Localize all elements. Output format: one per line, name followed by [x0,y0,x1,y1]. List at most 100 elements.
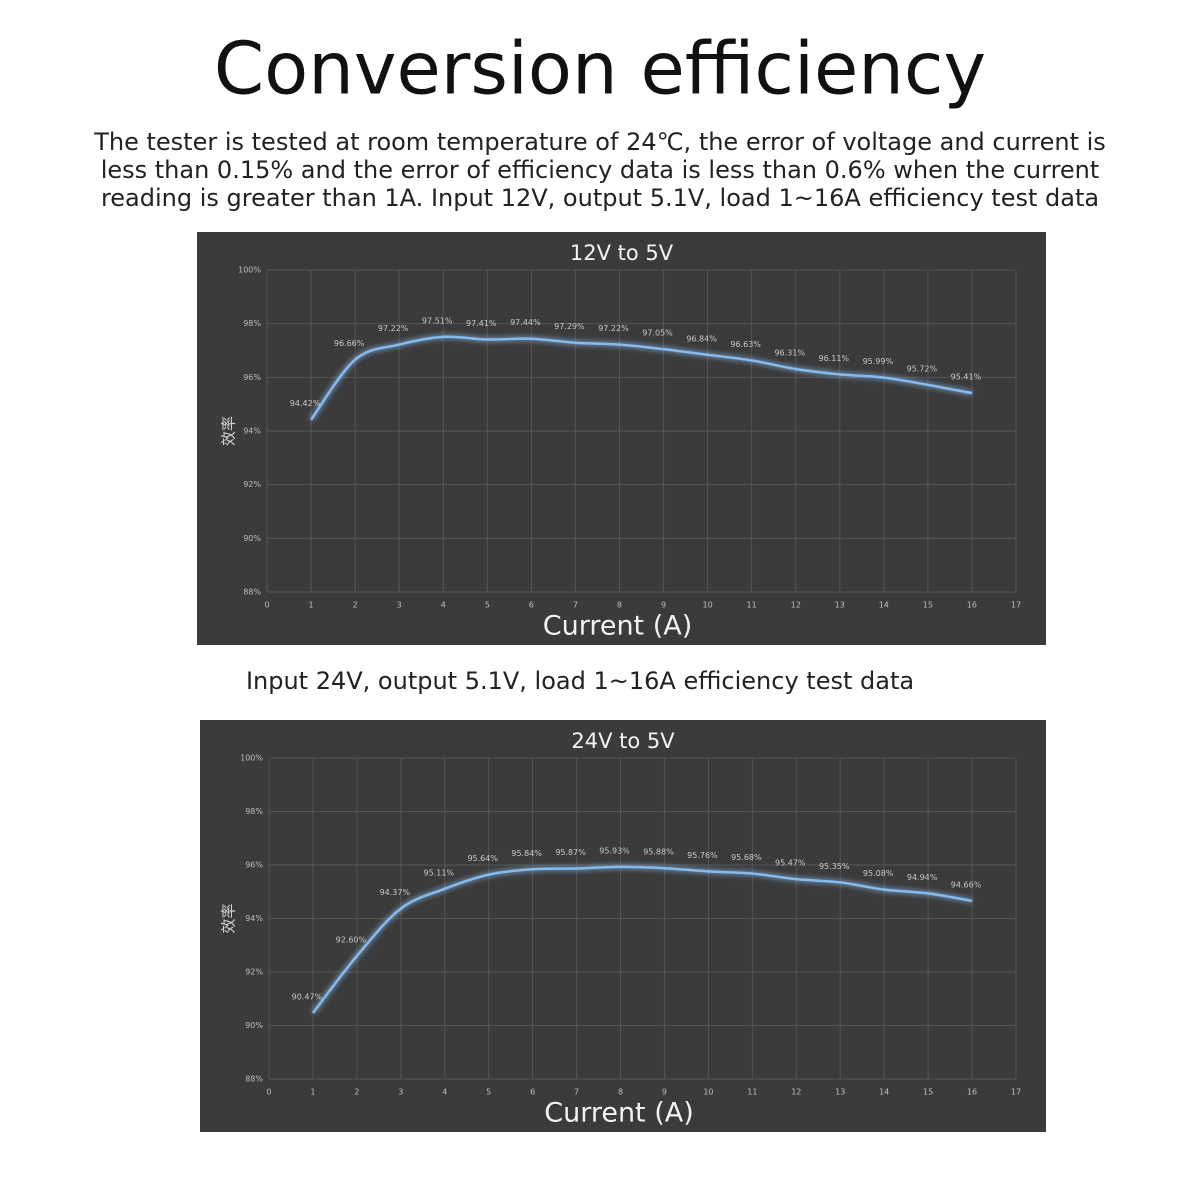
x-tick-label: 0 [264,601,269,610]
x-tick-label: 3 [398,1088,403,1097]
y-tick-label: 92% [245,968,263,977]
x-tick-label: 8 [617,601,622,610]
x-tick-label: 12 [791,601,801,610]
y-tick-label: 94% [245,914,263,923]
x-tick-label: 14 [879,1088,889,1097]
value-label: 97.44% [510,318,541,327]
value-label: 90.47% [292,992,323,1001]
x-tick-label: 17 [1011,601,1021,610]
value-label: 95.41% [951,373,982,382]
value-label: 97.41% [466,319,497,328]
x-tick-label: 9 [662,1088,667,1097]
x-tick-label: 5 [486,1088,491,1097]
x-axis-label: Current (A) [543,611,693,642]
line [311,865,973,1014]
intro-line: less than 0.15% and the error of efficie… [101,156,1100,184]
value-label: 97.22% [378,324,409,333]
y-tick-label: 92% [243,480,261,489]
x-tick-label: 1 [309,601,314,610]
x-tick-label: 16 [967,601,977,610]
x-tick-label: 2 [353,601,358,610]
x-tick-label: 12 [791,1088,801,1097]
y-tick-label: 98% [243,319,261,328]
value-label: 97.29% [554,322,585,331]
x-tick-label: 17 [1011,1088,1021,1097]
chart-panel [197,232,1046,645]
x-tick-label: 2 [354,1088,359,1097]
value-label: 94.94% [907,873,938,882]
value-label: 97.22% [598,324,629,333]
value-label: 95.72% [907,364,938,373]
y-tick-label: 88% [245,1075,263,1084]
y-tick-label: 100% [238,266,261,275]
value-label: 95.64% [467,854,498,863]
value-label: 96.31% [774,349,805,358]
intro-line: The tester is tested at room temperature… [93,128,1106,156]
value-label: 95.68% [731,853,762,862]
value-label: 95.84% [511,849,542,858]
value-label: 95.76% [687,851,718,860]
value-label: 96.63% [730,340,761,349]
x-tick-label: 7 [573,601,578,610]
value-label: 97.51% [422,316,453,325]
x-tick-label: 15 [923,601,933,610]
x-tick-label: 5 [485,601,490,610]
x-tick-label: 16 [967,1088,977,1097]
value-label: 96.84% [686,334,717,343]
value-label: 94.42% [290,399,321,408]
intro-line: reading is greater than 1A. Input 12V, o… [101,184,1099,212]
x-tick-label: 7 [574,1088,579,1097]
x-tick-label: 10 [703,1088,713,1097]
y-axis-label: 效率 [220,416,238,446]
x-tick-label: 4 [441,601,446,610]
x-tick-label: 6 [529,601,534,610]
x-axis-label: Current (A) [544,1098,694,1129]
x-tick-label: 4 [442,1088,447,1097]
x-tick-label: 11 [747,601,757,610]
line [310,335,973,421]
y-tick-label: 90% [245,1021,263,1030]
value-label: 95.99% [863,357,894,366]
y-tick-label: 88% [243,588,261,597]
x-tick-label: 9 [661,601,666,610]
caption: Input 24V, output 5.1V, load 1~16A effic… [246,667,914,695]
x-tick-label: 6 [530,1088,535,1097]
x-tick-label: 11 [747,1088,757,1097]
value-label: 96.11% [819,354,850,363]
x-tick-label: 14 [879,601,889,610]
x-tick-label: 10 [702,601,712,610]
chart-title: 12V to 5V [570,241,674,265]
chart-panel [200,720,1046,1132]
value-label: 95.93% [599,846,630,855]
value-label: 97.05% [642,329,673,338]
value-label: 92.60% [336,935,367,944]
chart-title: 24V to 5V [571,729,675,753]
value-label: 95.88% [643,848,674,857]
x-tick-label: 1 [310,1088,315,1097]
value-label: 95.08% [863,869,894,878]
y-tick-label: 96% [245,861,263,870]
y-tick-label: 98% [245,807,263,816]
y-axis-label: 效率 [220,903,238,933]
x-tick-label: 8 [618,1088,623,1097]
heading: Conversion efficiency [214,27,986,111]
value-label: 95.47% [775,859,806,868]
x-tick-label: 13 [835,1088,845,1097]
value-label: 95.35% [819,862,850,871]
value-label: 94.66% [951,880,982,889]
value-label: 96.66% [334,339,365,348]
y-tick-label: 94% [243,427,261,436]
x-tick-label: 0 [266,1088,271,1097]
y-tick-label: 96% [243,373,261,382]
value-label: 95.87% [555,848,586,857]
x-tick-label: 13 [835,601,845,610]
x-tick-label: 15 [923,1088,933,1097]
value-label: 94.37% [380,888,411,897]
x-tick-label: 3 [397,601,402,610]
y-tick-label: 90% [243,534,261,543]
y-tick-label: 100% [240,754,263,763]
